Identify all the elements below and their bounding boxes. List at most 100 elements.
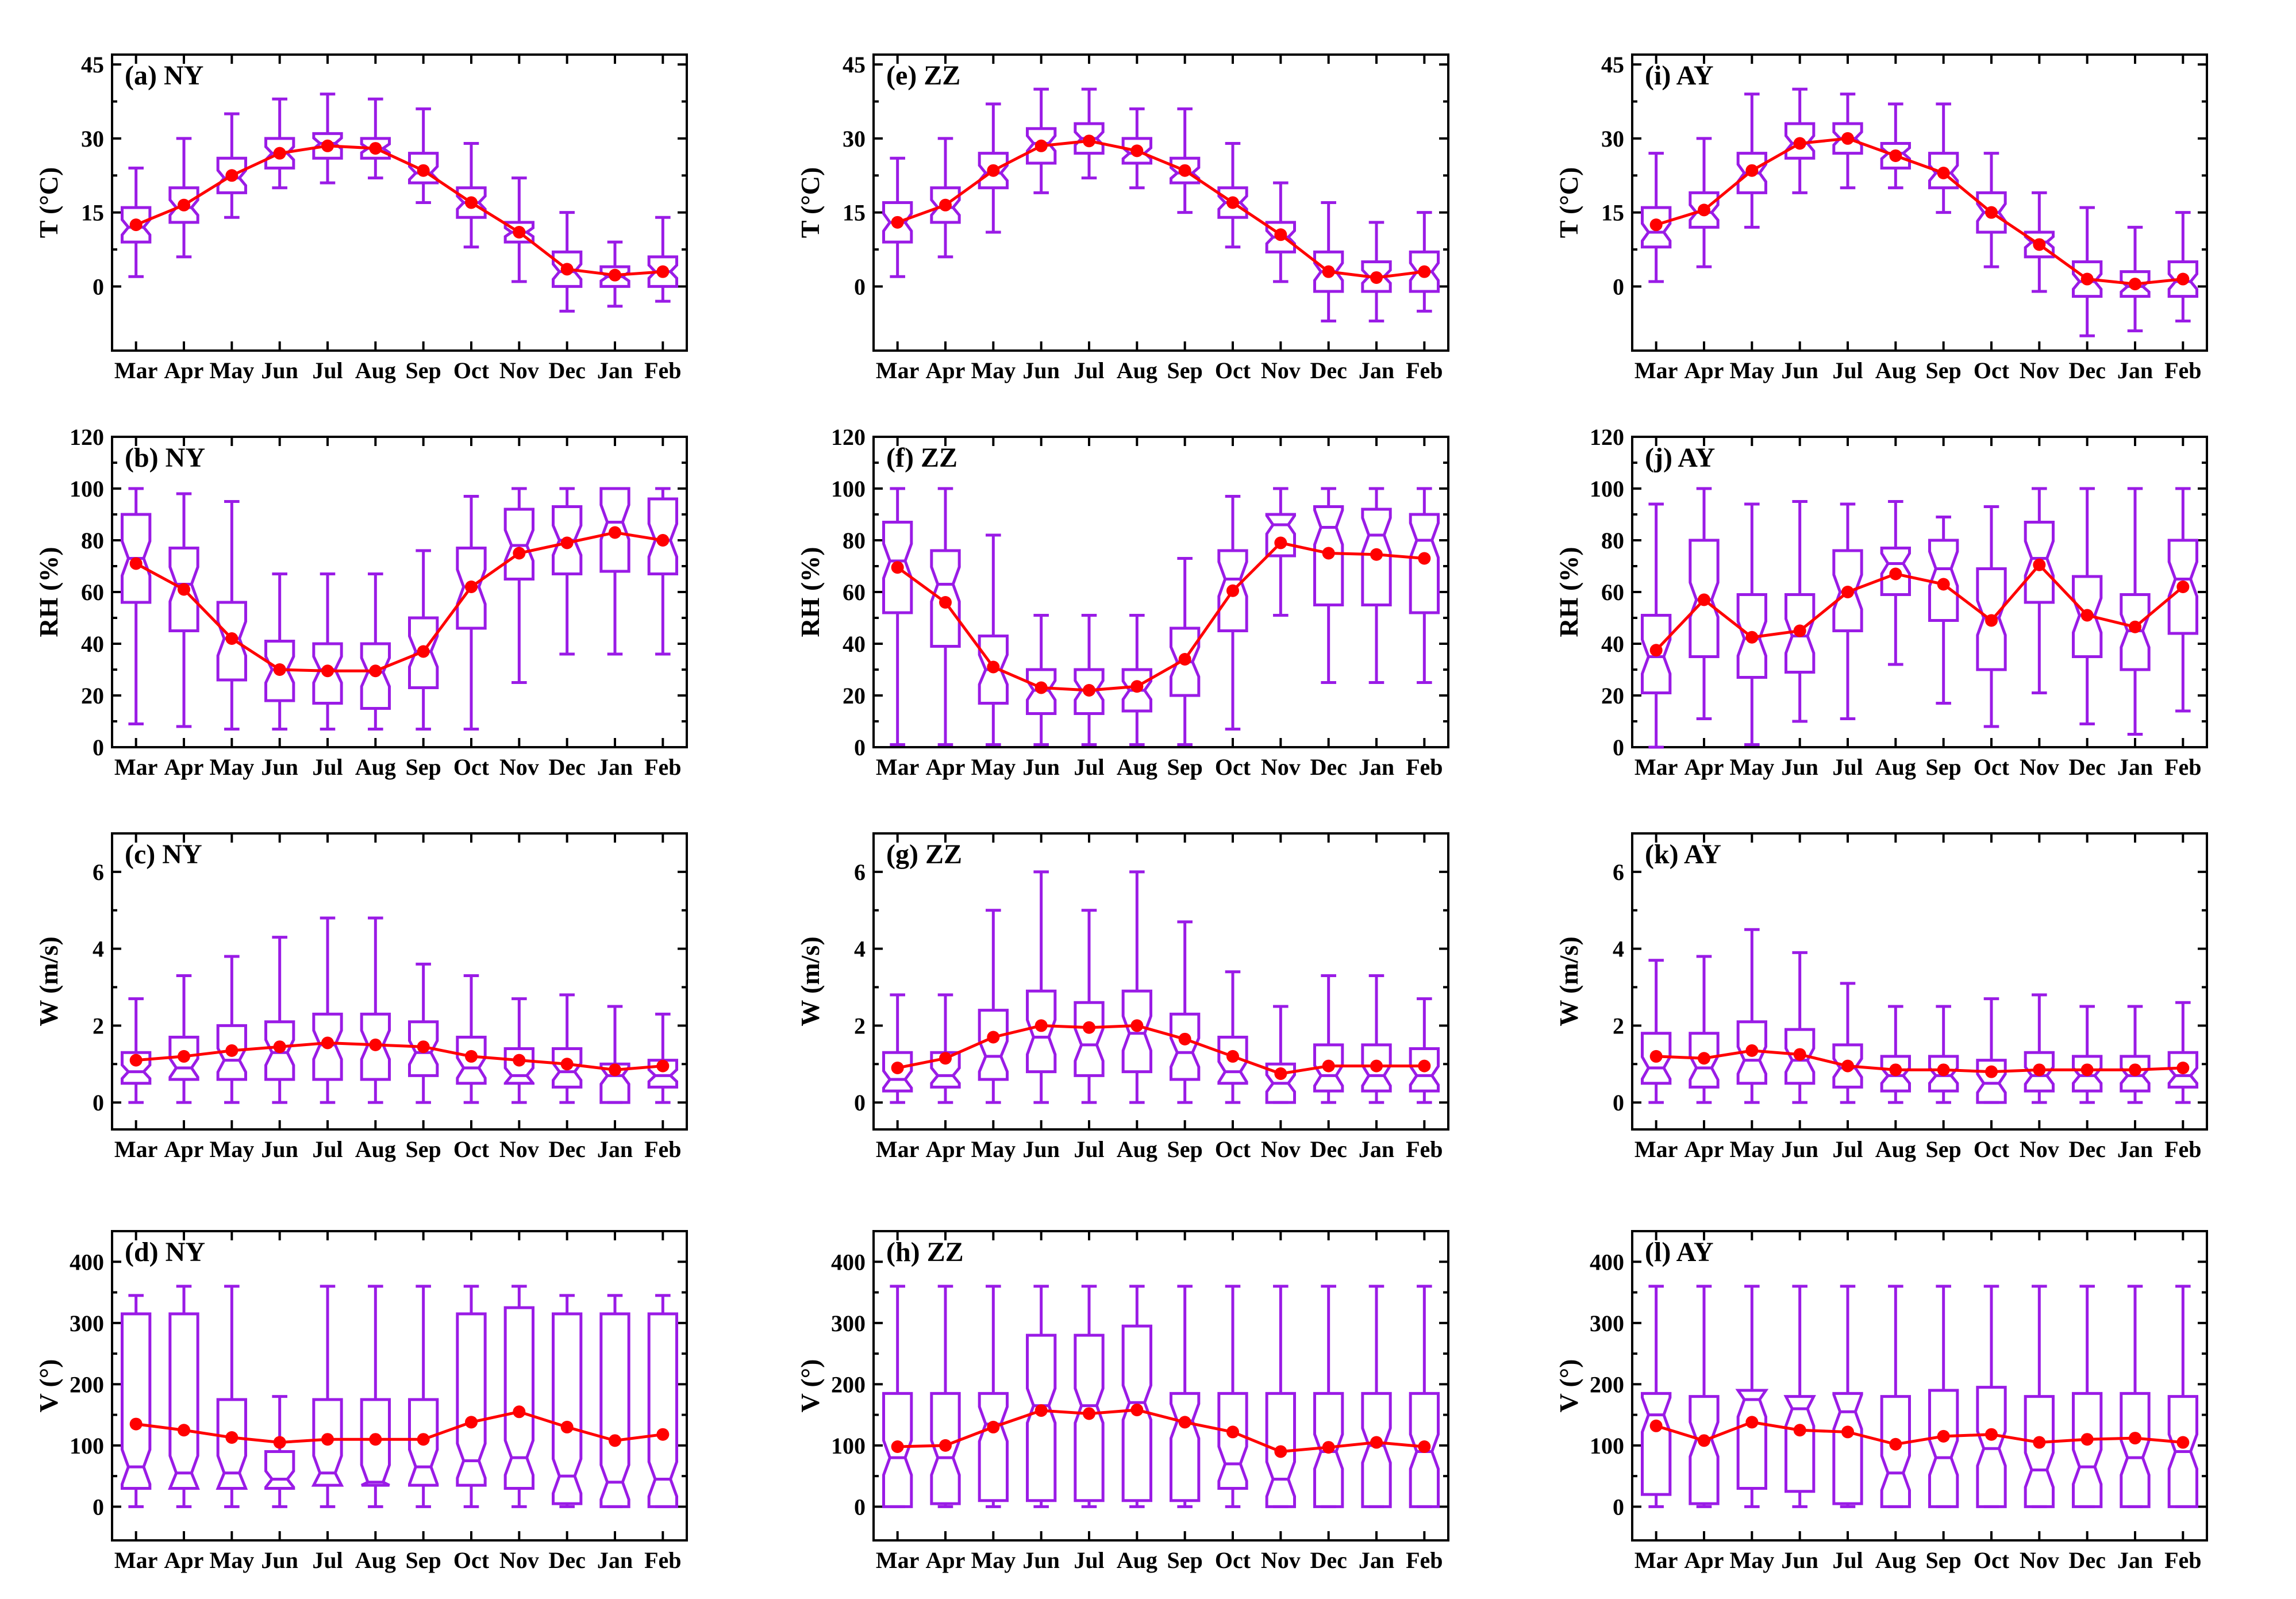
box [930, 1392, 961, 1505]
x-tick-label: Nov [499, 358, 539, 383]
x-tick-label: Jun [1781, 1136, 1818, 1162]
mean-point [1698, 1052, 1710, 1065]
box [647, 497, 678, 575]
y-tick-label: 300 [70, 1310, 104, 1336]
x-tick-label: Apr [164, 358, 204, 383]
x-tick-label: Apr [1684, 358, 1724, 383]
x-tick-label: Jun [1022, 754, 1060, 780]
mean-point [1937, 1429, 1950, 1443]
x-tick-label: Aug [355, 754, 396, 780]
box [1880, 1055, 1911, 1093]
y-tick-label: 200 [70, 1371, 104, 1397]
box [1641, 1392, 1672, 1496]
panel-e-zz: 0 15 30 45 Mar Apr May Jun Jul Aug Sep Oct Nov Dec Jan… [795, 52, 1449, 383]
x-tick-label: Feb [2164, 1547, 2201, 1573]
mean-point [891, 1440, 904, 1454]
box [599, 1062, 630, 1104]
mean-point [1649, 1419, 1663, 1432]
box [978, 1392, 1009, 1502]
y-axis-label: RH (%) [1554, 547, 1583, 637]
mean-point [369, 1433, 382, 1446]
mean-point [465, 1050, 478, 1063]
mean-point [1226, 584, 1239, 597]
y-tick-label: 400 [831, 1249, 866, 1275]
x-tick-label: Apr [1684, 754, 1724, 780]
mean-point [2080, 1063, 2094, 1077]
y-tick-label: 0 [93, 1494, 104, 1520]
mean-point [1034, 1404, 1048, 1417]
x-tick-label: Jul [1074, 358, 1104, 383]
plot-frame [111, 53, 688, 352]
x-tick-label: Jun [1022, 1136, 1060, 1162]
box [1026, 127, 1057, 165]
mean-point [1937, 1063, 1950, 1077]
x-tick-label: Oct [1974, 754, 2010, 780]
x-tick-label: Nov [1261, 1136, 1301, 1162]
box [1313, 505, 1344, 606]
mean-point [560, 536, 574, 549]
mean-point [1698, 203, 1710, 217]
box [1689, 191, 1720, 229]
mean-point [1370, 1059, 1383, 1073]
x-tick-label: Jul [1832, 1547, 1863, 1573]
panel-f-zz: 0 20 40 60 80 100 120 Mar Apr May Jun Jul Aug Sep Oct N… [795, 424, 1449, 780]
y-axis-label: RH (%) [795, 547, 825, 637]
y-tick-label: 15 [1601, 200, 1624, 226]
box [1313, 1043, 1344, 1093]
mean-point [1745, 164, 1759, 177]
x-tick-label: Jul [312, 1547, 343, 1573]
x-tick-label: Sep [1926, 1136, 1962, 1162]
box [1409, 1047, 1440, 1093]
mean-point [1178, 164, 1191, 177]
mean-line [1655, 563, 2184, 651]
x-tick-label: Dec [548, 1547, 585, 1573]
panel-g-zz: 0 2 4 6 Mar Apr May Jun Jul Aug Sep Oct Nov Dec Jan Feb… [795, 832, 1449, 1162]
mean-point [1130, 144, 1144, 157]
mean-point [2129, 1432, 2141, 1445]
x-tick-label: Jan [2117, 1136, 2153, 1162]
x-tick-label: Dec [2068, 754, 2105, 780]
mean-point [465, 1416, 478, 1429]
y-axis-label: V (°) [34, 1359, 63, 1413]
mean-point [1322, 547, 1335, 560]
y-axis-label: W (m/s) [34, 936, 63, 1026]
mean-point [1083, 1407, 1095, 1420]
y-tick-label: 40 [81, 631, 104, 657]
mean-point [129, 1054, 143, 1067]
y-tick-label: 0 [854, 735, 866, 760]
panel-j-ay: 0 20 40 60 80 100 120 Mar Apr May Jun Jul Aug Sep Oct N… [1554, 424, 2208, 780]
mean-point [273, 1040, 286, 1054]
x-tick-label: Dec [1310, 358, 1347, 383]
mean-line [135, 144, 663, 277]
x-tick-label: May [209, 1136, 254, 1162]
mean-point [1418, 1440, 1431, 1454]
y-tick-label: 40 [1601, 631, 1624, 657]
y-tick-label: 2 [1613, 1013, 1624, 1039]
y-axis-label: T (°C) [795, 167, 825, 239]
box [1217, 186, 1248, 219]
y-axis-label: W (m/s) [795, 936, 825, 1026]
x-tick-label: Oct [1974, 1136, 2010, 1162]
box [1313, 1392, 1344, 1508]
box [552, 250, 583, 288]
mean-line [1655, 1420, 2183, 1446]
box [408, 1020, 439, 1077]
y-tick-label: 6 [854, 859, 866, 885]
box [1265, 221, 1296, 253]
mean-point [1274, 1445, 1287, 1458]
mean-point [1034, 681, 1048, 694]
x-tick-label: Feb [644, 1136, 681, 1162]
mean-point [609, 526, 621, 539]
mean-point [178, 1424, 190, 1437]
y-axis-label: T (°C) [34, 167, 63, 239]
box [216, 601, 247, 682]
y-tick-label: 200 [1590, 1371, 1624, 1397]
panel-a-ny: 0 15 30 45 Mar Apr May Jun Jul Aug Sep Oct Nov Dec Jan… [34, 52, 688, 383]
mean-line [897, 1024, 1425, 1075]
mean-point [321, 1036, 334, 1050]
x-tick-label: Dec [1310, 1547, 1347, 1573]
mean-point [939, 1052, 952, 1065]
mean-point [1370, 548, 1383, 561]
box [2024, 521, 2055, 604]
y-tick-label: 6 [1613, 859, 1624, 885]
